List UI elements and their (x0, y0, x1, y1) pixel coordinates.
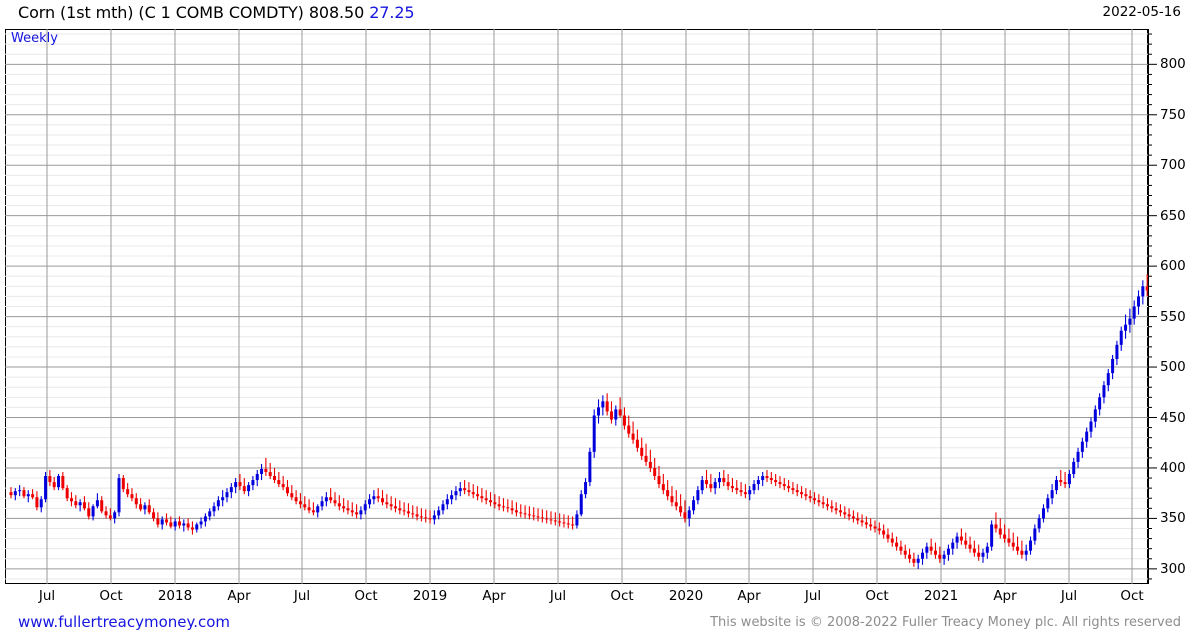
time-tick-label: Apr (993, 588, 1017, 604)
price-tick-label: 400 (1160, 459, 1186, 476)
time-tick-label: Oct (354, 588, 378, 604)
price-tick-label: 350 (1160, 510, 1186, 527)
chart-header: Corn (1st mth) (C 1 COMB COMDTY) 808.50 … (0, 0, 1195, 27)
chart-plot-area[interactable]: Weekly (5, 29, 1148, 584)
last-price: 808.50 (308, 3, 365, 22)
as-of-date: 2022-05-16 (1102, 4, 1181, 20)
copyright-notice: This website is © 2008-2022 Fuller Treac… (710, 615, 1181, 630)
price-tick-label: 700 (1160, 157, 1186, 174)
price-tick-label: 600 (1160, 258, 1186, 275)
candlestick-series (9, 274, 1148, 569)
time-tick-label: Jul (38, 588, 56, 604)
price-tick-label: 450 (1160, 409, 1186, 426)
time-tick-label: 2019 (412, 588, 448, 604)
instrument-name: Corn (1st mth) (C 1 COMB COMDTY) (18, 3, 304, 22)
time-tick-label: Oct (610, 588, 634, 604)
time-tick-label: Oct (865, 588, 889, 604)
time-tick-label: Jul (804, 588, 822, 604)
time-tick-label: Jul (549, 588, 567, 604)
price-tick-label: 650 (1160, 207, 1186, 224)
price-change: 27.25 (369, 3, 415, 22)
time-tick-label: Apr (737, 588, 761, 604)
time-axis: Jul Oct 2018 Apr Jul Oct 2019 Apr Jul Oct 2020 Apr J… (5, 584, 1148, 608)
time-tick-label: Jul (1060, 588, 1078, 604)
price-axis-ticks (1148, 29, 1157, 584)
time-tick-label: Jul (293, 588, 311, 604)
time-tick-label: 2021 (923, 588, 959, 604)
chart-title: Corn (1st mth) (C 1 COMB COMDTY) 808.50 … (18, 3, 415, 22)
price-axis: 800 750 700 650 600 550 500 450 400 350 300 (1148, 29, 1195, 584)
price-tick-label: 800 (1160, 56, 1186, 73)
time-tick-label: Oct (99, 588, 123, 604)
time-tick-label: Apr (482, 588, 506, 604)
price-tick-label: 300 (1160, 560, 1186, 577)
price-tick-label: 500 (1160, 359, 1186, 376)
time-tick-label: 2018 (157, 588, 193, 604)
time-tick-label: Apr (227, 588, 251, 604)
site-url-link[interactable]: www.fullertreacymoney.com (18, 613, 231, 631)
price-tick-label: 550 (1160, 308, 1186, 325)
time-tick-label: 2020 (668, 588, 704, 604)
price-tick-label: 750 (1160, 106, 1186, 123)
chart-footer: www.fullertreacymoney.com This website i… (0, 608, 1195, 640)
time-tick-label: Oct (1120, 588, 1144, 604)
